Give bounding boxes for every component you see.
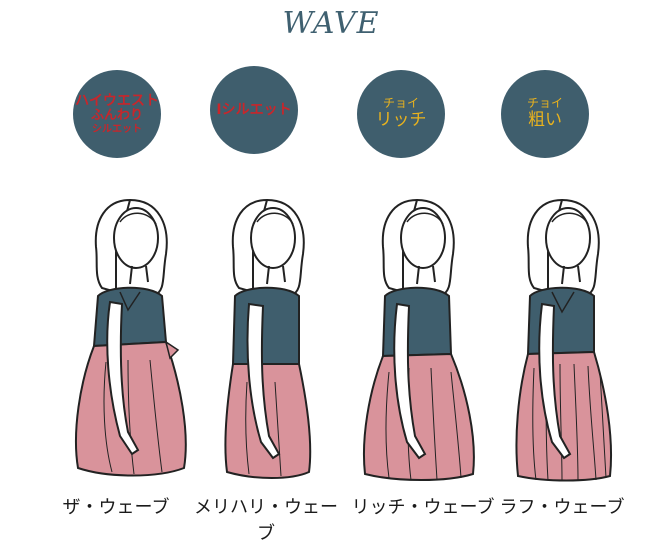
badge-line: チョイ xyxy=(526,96,563,111)
figure-rough-wave-illustration xyxy=(515,198,613,482)
badge-line: ハイウエスト xyxy=(75,92,159,109)
badge-line: シルエット xyxy=(92,123,142,135)
caption-the-wave: ザ・ウェーブ xyxy=(62,497,170,518)
page-title: WAVE xyxy=(282,6,380,41)
badge-line: チョイ xyxy=(382,96,419,111)
badge-the-wave: ハイウエスト ふんわり シルエット xyxy=(73,70,161,158)
badge-rough-wave: チョイ 粗い xyxy=(501,70,589,158)
badge-line: Iシルエット xyxy=(216,101,292,118)
badge-rich-wave: チョイ リッチ xyxy=(357,70,445,158)
figure-rich-wave-illustration xyxy=(362,198,475,481)
figure-merihari-wave-illustration xyxy=(224,198,312,479)
badge-line: ふんわり xyxy=(90,107,143,123)
caption-merihari-wave: メリハリ・ウェーブ xyxy=(194,497,338,544)
badge-line: リッチ xyxy=(375,110,427,131)
caption-rough-wave: ラフ・ウェーブ xyxy=(499,497,625,518)
badge-merihari-wave: Iシルエット xyxy=(210,66,298,154)
badge-line: 粗い xyxy=(528,110,562,131)
caption-rich-wave: リッチ・ウェーブ xyxy=(351,497,495,518)
figure-the-wave-illustration xyxy=(75,198,187,477)
